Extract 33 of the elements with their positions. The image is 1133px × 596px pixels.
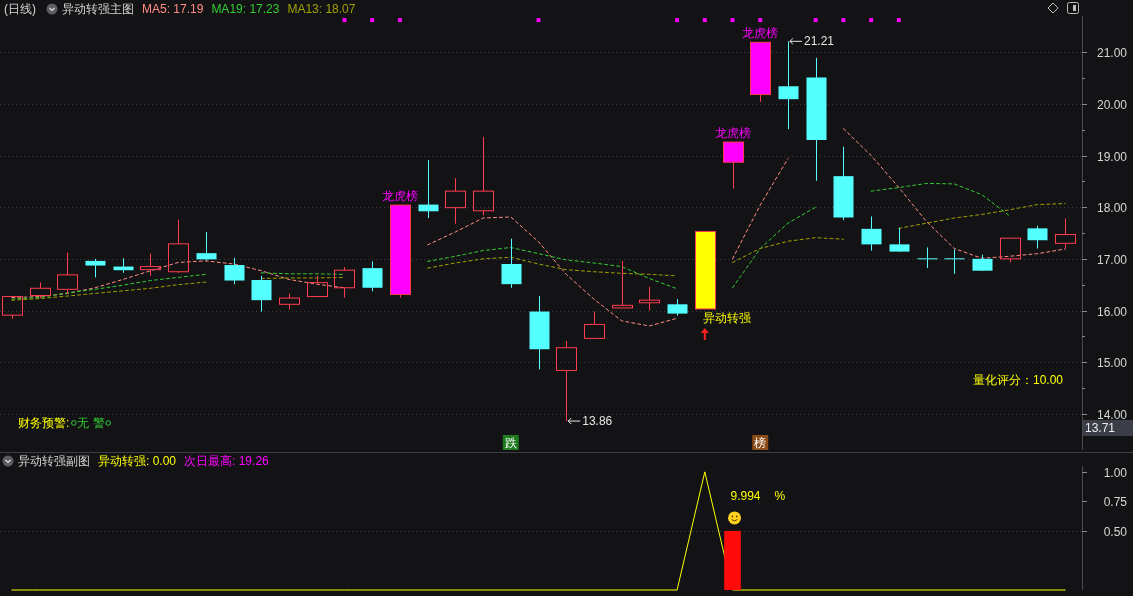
annotation: 龙虎榜 xyxy=(381,189,418,204)
y-tick-label: 16.00 xyxy=(1096,304,1128,319)
y-tick-label: 14.00 xyxy=(1096,407,1128,422)
text: MA5: 17.19 xyxy=(142,2,204,16)
annotation: % xyxy=(774,488,786,503)
annotation: 异动转强 xyxy=(702,310,751,325)
y-tick-label: 21.00 xyxy=(1096,45,1128,60)
annotation: 龙虎榜 xyxy=(742,26,779,41)
annotation: 无 警 xyxy=(77,416,105,430)
chart-title: 异动转强副图 xyxy=(18,454,90,468)
y-tick-label: 0.75 xyxy=(1103,494,1128,509)
annotation: 龙虎榜 xyxy=(714,126,751,141)
y-tick-label: 15.00 xyxy=(1096,355,1128,370)
y-tick-label: 0.50 xyxy=(1103,524,1128,539)
text: 异动转强: 0.00 xyxy=(98,454,177,468)
y-tick-label: 19.00 xyxy=(1096,149,1128,164)
annotation: 量化评分：10.00 xyxy=(973,373,1064,387)
chart-title: 异动转强主图 xyxy=(62,2,134,16)
annotation: 9.994 xyxy=(730,488,761,503)
text: MA19: 17.23 xyxy=(211,2,280,16)
annotation: 榜 xyxy=(754,436,767,450)
chart-subtitle: (日线) xyxy=(4,2,36,16)
y-tick-label: 20.00 xyxy=(1096,97,1128,112)
y-tick-label: 18.00 xyxy=(1096,200,1128,215)
annotation: 跌 xyxy=(504,436,517,450)
annotation: 13.86 xyxy=(582,414,613,429)
annotation: 财务预警: xyxy=(18,416,70,430)
text: MA13: 18.07 xyxy=(287,2,356,16)
y-tick-label: 17.00 xyxy=(1096,252,1128,267)
annotation: 次日最高: 19.26 xyxy=(184,454,270,468)
text: 13.71 xyxy=(1085,421,1116,435)
annotation: 21.21 xyxy=(803,34,835,49)
y-tick-label: 1.00 xyxy=(1103,465,1128,480)
